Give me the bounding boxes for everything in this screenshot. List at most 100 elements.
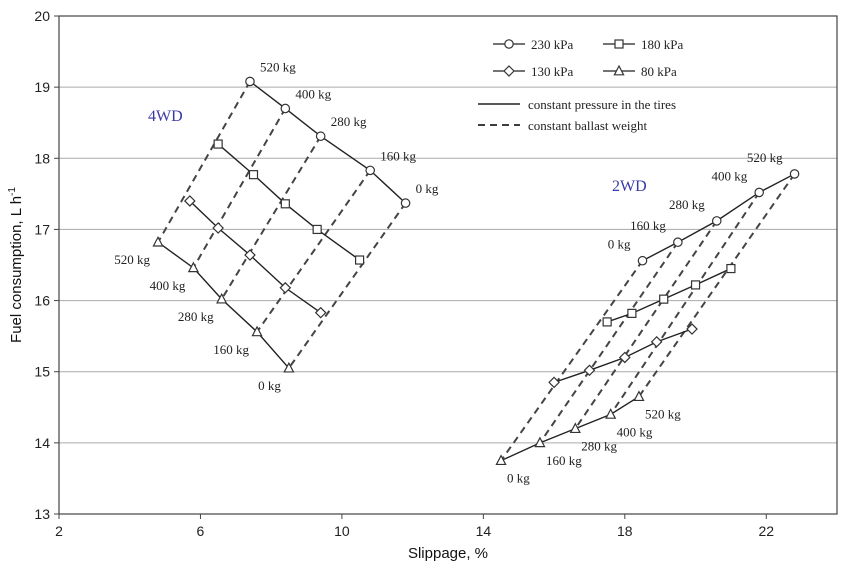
ballast-label-4wd-bottom: 280 kg (178, 309, 214, 324)
ballast-label-4wd-bottom: 520 kg (114, 252, 150, 267)
marker-circle-4wd (315, 131, 326, 142)
constant-ballast-lines (157, 80, 796, 462)
marker-circle-2wd (673, 237, 683, 248)
marker-square-2wd (726, 263, 736, 274)
marker-square-4wd (248, 170, 259, 180)
marker-square-2wd (690, 280, 701, 290)
marker-triangle-4wd (187, 261, 199, 273)
marker-diamond-4wd (279, 281, 292, 294)
legend: 230 kPa 180 kPa 130 kPa 80 kPa constant pres… (478, 37, 683, 133)
ballast-line-2wd (500, 260, 644, 462)
ballast-line-2wd (638, 173, 796, 398)
marker-diamond-2wd (686, 323, 698, 335)
x-tick-label: 18 (617, 523, 633, 539)
x-tick-label: 6 (197, 523, 205, 539)
y-tick-label: 15 (34, 364, 50, 380)
legend-triangle-icon (613, 64, 625, 76)
legend-label: 180 kPa (641, 37, 683, 52)
x-tick-label: 10 (334, 523, 350, 539)
ballast-line-4wd (220, 135, 322, 300)
y-tick-label: 17 (34, 221, 50, 237)
ballast-label-4wd-bottom: 160 kg (213, 342, 249, 357)
ballast-label-4wd-bottom: 400 kg (150, 278, 186, 293)
legend-label: 80 kPa (641, 64, 677, 79)
marker-circle-2wd (789, 169, 800, 179)
legend-square-icon (614, 39, 624, 49)
marker-triangle-2wd (569, 422, 581, 434)
pressure-line-2wd (606, 267, 732, 323)
ballast-label-2wd-top: 280 kg (669, 197, 705, 212)
ballast-label-4wd-top: 280 kg (331, 114, 367, 129)
plot-area-frame (58, 15, 838, 515)
ballast-label-4wd-top: 400 kg (295, 86, 331, 101)
ballast-label-4wd-top: 0 kg (416, 181, 439, 196)
marker-square-4wd (312, 224, 322, 235)
marker-diamond-4wd (244, 249, 256, 261)
marker-square-4wd (354, 255, 365, 265)
ballast-label-2wd-top: 400 kg (711, 168, 747, 183)
ballast-line-2wd (539, 241, 679, 444)
marker-diamond-4wd (183, 195, 196, 207)
y-tick-label: 14 (34, 435, 50, 451)
ballast-line-2wd (609, 191, 761, 415)
marker-circle-4wd (245, 76, 255, 87)
marker-triangle-4wd (251, 325, 263, 337)
y-axis-title-text: Fuel consumption, L h (8, 196, 25, 343)
marker-circle-2wd (711, 216, 722, 226)
legend-diamond-icon (503, 65, 515, 77)
data-points (152, 76, 800, 466)
ballast-line-4wd (192, 107, 287, 269)
marker-triangle-2wd (534, 436, 546, 448)
ballast-line-4wd (157, 80, 251, 243)
ballast-label-2wd-bottom: 280 kg (581, 439, 617, 454)
legend-line-label: constant pressure in the tires (528, 97, 676, 112)
marker-square-4wd (280, 199, 290, 209)
ballast-label-2wd-bottom: 400 kg (617, 424, 653, 439)
marker-circle-4wd (280, 103, 291, 114)
y-tick-label: 13 (34, 506, 50, 522)
y-tick-label: 19 (34, 79, 50, 95)
marker-square-2wd (659, 294, 669, 304)
ballast-label-4wd-top: 160 kg (380, 148, 416, 163)
x-tick-label: 2 (55, 523, 63, 539)
axis-ticks: 13 14 15 16 17 18 19 20 2 6 10 14 18 22 (34, 8, 774, 539)
marker-triangle-2wd (633, 390, 645, 402)
pressure-line-4wd (189, 200, 322, 314)
ballast-line-2wd (574, 220, 718, 430)
group-label-2wd: 2WD (612, 178, 647, 195)
ballast-label-2wd-bottom: 160 kg (546, 453, 582, 468)
x-axis-title: Slippage, % (408, 545, 488, 562)
x-tick-label: 14 (476, 523, 492, 539)
marker-triangle-4wd (152, 235, 164, 247)
ballast-label-4wd-top: 520 kg (260, 59, 296, 74)
marker-diamond-4wd (212, 222, 224, 234)
ballast-label-2wd-bottom: 520 kg (645, 407, 681, 422)
constant-pressure-lines (157, 80, 795, 462)
ballast-label-2wd-bottom: 0 kg (507, 471, 530, 486)
legend-label: 130 kPa (531, 64, 573, 79)
y-tick-label: 16 (34, 293, 50, 309)
horizontal-gridlines (59, 86, 837, 444)
marker-triangle-4wd (283, 361, 295, 373)
legend-line-label: constant ballast weight (528, 118, 648, 133)
ballast-line-4wd (256, 169, 372, 333)
marker-triangle-2wd (495, 454, 507, 466)
svg-text:Fuel consumption, L h-1: Fuel consumption, L h-1 (7, 187, 25, 343)
marker-triangle-4wd (216, 292, 228, 304)
ballast-label-4wd-bottom: 0 kg (258, 378, 281, 393)
x-tick-label: 22 (758, 523, 774, 539)
marker-circle-4wd (400, 198, 411, 208)
y-axis-title: Fuel consumption, L h-1 (7, 187, 25, 343)
y-tick-label: 20 (34, 8, 50, 24)
marker-diamond-2wd (650, 335, 663, 348)
y-tick-label: 18 (34, 150, 50, 166)
ballast-label-2wd-top: 0 kg (608, 237, 631, 252)
marker-diamond-2wd (583, 364, 596, 377)
legend-circle-icon (504, 39, 514, 49)
marker-square-2wd (602, 317, 612, 327)
legend-label: 230 kPa (531, 37, 573, 52)
marker-circle-2wd (637, 255, 648, 266)
marker-diamond-2wd (618, 351, 631, 364)
